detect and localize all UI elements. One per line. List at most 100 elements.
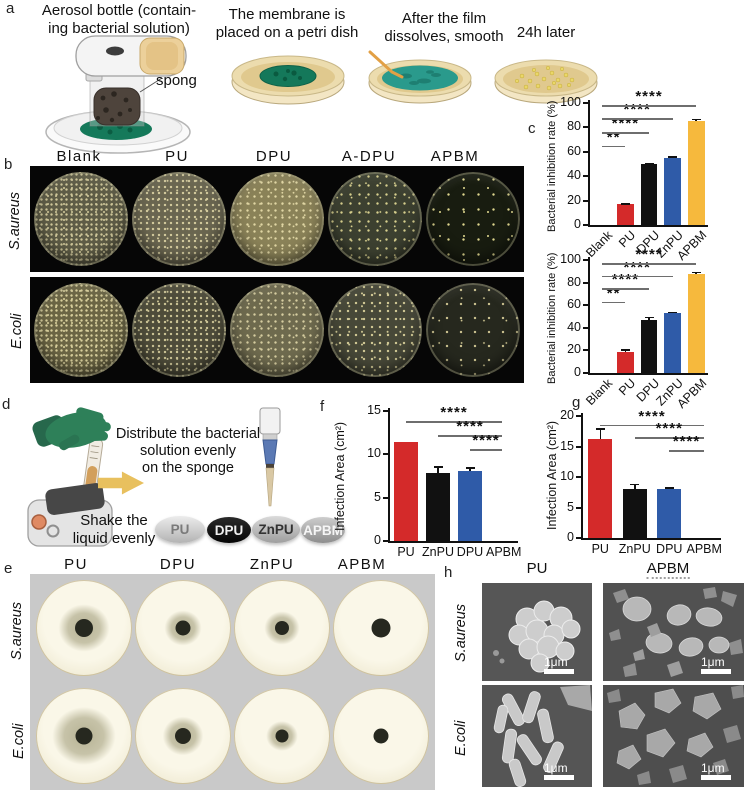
err xyxy=(469,467,471,471)
tlab: 0 xyxy=(574,365,581,379)
membrane-oval-znpu: ZnPU xyxy=(252,516,300,543)
sig xyxy=(634,437,704,439)
siglab: **** xyxy=(472,432,500,450)
sem-image-saureus-apbm: 1μm xyxy=(603,583,744,681)
sig xyxy=(406,421,502,423)
sig xyxy=(601,301,626,304)
err xyxy=(648,316,650,320)
panel-h-label: h xyxy=(444,564,453,581)
petri-dish-photo xyxy=(34,172,128,266)
tick xyxy=(583,175,588,178)
petri-dish-film-illustration xyxy=(368,50,472,104)
sem-image-saureus-pu: 1μm xyxy=(482,583,592,681)
sponge-label: spong xyxy=(156,72,197,89)
tlab: 100 xyxy=(560,95,581,109)
bar xyxy=(622,488,647,538)
sig xyxy=(669,450,704,452)
err xyxy=(620,203,630,205)
membrane-caption: The membrane is placed on a petri dish xyxy=(215,6,359,41)
siglab: **** xyxy=(611,271,640,289)
ax xyxy=(588,257,590,373)
sig xyxy=(470,449,502,451)
pipette-illustration xyxy=(259,407,281,507)
err xyxy=(595,428,605,430)
bar xyxy=(640,319,658,373)
scale-bar-label: 1μm xyxy=(701,761,725,775)
tick xyxy=(583,126,588,129)
panel-g-label: g xyxy=(572,394,581,411)
bar xyxy=(394,442,418,541)
tick xyxy=(383,410,388,412)
bar xyxy=(687,273,705,373)
zone-dish-photo xyxy=(36,688,132,784)
vortex-mixer-illustration xyxy=(27,407,113,547)
bar xyxy=(616,204,634,225)
tlab: 0 xyxy=(567,530,574,544)
tlab: 15 xyxy=(367,403,381,417)
scale-bar-label: 1μm xyxy=(701,655,725,669)
tick xyxy=(583,224,588,226)
xlab: APBM xyxy=(686,542,722,556)
err xyxy=(664,487,674,489)
bar xyxy=(426,473,450,541)
ax xyxy=(388,541,518,543)
zone-dish-photo xyxy=(234,580,330,676)
tlab: 20 xyxy=(567,342,581,357)
xlab: DPU xyxy=(656,542,683,556)
colony-photo-strip-saureus xyxy=(30,166,524,272)
h-col-apbm: APBM xyxy=(646,560,690,579)
b-col-apbm: APBM xyxy=(430,148,480,165)
sig xyxy=(601,105,697,107)
sig xyxy=(601,275,673,278)
tick xyxy=(583,281,588,284)
inhibition-zone-photo-grid xyxy=(30,574,435,790)
tlab: 100 xyxy=(560,252,581,266)
ax xyxy=(588,225,708,227)
bar xyxy=(664,313,682,373)
tlab: 20 xyxy=(560,408,574,422)
tlab: 80 xyxy=(567,119,581,134)
petri-dish-photo xyxy=(230,283,324,377)
tick xyxy=(583,259,588,261)
tlab: 0 xyxy=(374,533,381,547)
err xyxy=(599,428,601,439)
b-col-blank: Blank xyxy=(56,148,102,165)
aerosol-sprayer-illustration xyxy=(45,35,191,154)
siglab: **** xyxy=(638,407,666,425)
petri-dish-photo xyxy=(132,283,226,377)
tick xyxy=(383,496,388,499)
colony-photo-strip-ecoli xyxy=(30,277,524,383)
siglab: **** xyxy=(635,88,663,106)
panel-a-label: a xyxy=(6,0,15,17)
tick xyxy=(383,540,388,542)
sig xyxy=(600,424,704,427)
b-col-dpu: DPU xyxy=(255,148,293,165)
petri-dish-photo xyxy=(34,283,128,377)
petri-dish-membrane-illustration xyxy=(231,55,345,105)
err xyxy=(620,349,630,351)
sig xyxy=(601,118,673,120)
tlab: 10 xyxy=(367,446,381,461)
chart-infection-g: Infection Area (cm²) 0 5 10 15 20 PU ZnPU DPU APB… xyxy=(544,398,744,560)
siglab: **** xyxy=(456,418,484,436)
err xyxy=(668,156,678,158)
panel-e-label: e xyxy=(4,560,13,577)
h-col-pu: PU xyxy=(526,560,548,577)
xlab: PU xyxy=(397,545,415,559)
petri-dish-photo xyxy=(230,172,324,266)
panel-b-label: b xyxy=(4,156,13,173)
tick xyxy=(383,453,388,456)
bar xyxy=(458,470,482,541)
bar xyxy=(664,157,682,225)
scale-bar-label: 1μm xyxy=(544,655,568,669)
membrane-oval-apbm: APBM xyxy=(301,517,345,543)
petri-dish-photo xyxy=(132,172,226,266)
shake-caption: Shake the liquid evenly xyxy=(72,512,156,547)
zone-dish-photo xyxy=(135,688,231,784)
err xyxy=(634,483,636,489)
ylab: Infection Area (cm²) xyxy=(333,421,347,532)
e-col-apbm: APBM xyxy=(337,556,387,573)
petri-dish-photo xyxy=(426,172,520,266)
chart-infection-f: Infection Area (cm²) 0 5 10 15 PU ZnPU DPU APBM *… xyxy=(332,398,545,560)
